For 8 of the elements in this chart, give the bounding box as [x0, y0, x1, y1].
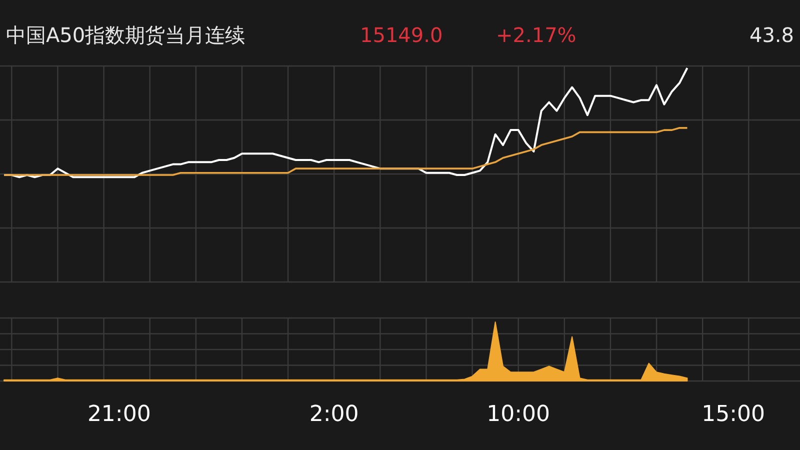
x-tick-label: 21:00	[87, 402, 151, 427]
chart-title: 中国A50指数期货当月连续	[6, 23, 246, 47]
x-tick-label: 2:00	[309, 402, 359, 427]
x-tick-label: 15:00	[702, 402, 765, 427]
x-tick-label: 10:00	[486, 402, 550, 427]
text: 43.8	[749, 23, 794, 47]
text: +2.17%	[496, 23, 576, 47]
text: 15149.0	[360, 23, 443, 47]
